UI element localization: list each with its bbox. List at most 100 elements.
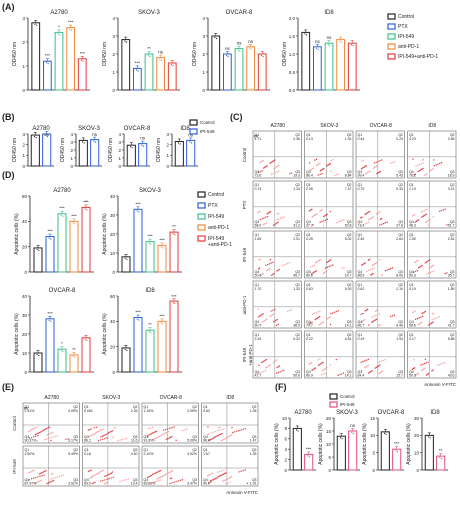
quadrant-value-q3: 35.7 [448, 274, 455, 278]
bar [57, 213, 67, 273]
legend-label: PTX [398, 24, 408, 30]
flow-event [121, 480, 123, 482]
quadrant-id: Q2 [450, 133, 455, 137]
flow-event [112, 476, 115, 479]
flow-event [318, 163, 320, 165]
significance-label: *** [171, 294, 177, 299]
flow-event [287, 262, 289, 265]
quadrant-id: Q3 [450, 370, 455, 374]
quadrant-id: Q4 [255, 370, 260, 374]
flow-event [322, 361, 324, 364]
flow-event [52, 436, 54, 438]
flow-event [108, 473, 110, 476]
flow-event [420, 265, 422, 268]
flow-event [317, 311, 319, 313]
flow-event [217, 476, 219, 478]
flow-event [269, 210, 272, 213]
quadrant-value-q2: 5.49% [68, 452, 78, 456]
quadrant-id: Q4 [25, 435, 30, 439]
flow-event [285, 263, 287, 265]
flow-event [106, 474, 109, 476]
flow-event [414, 270, 417, 273]
quadrant-value-q2: 2.64 [396, 237, 403, 241]
quadrant-value-q4: 41.7 [255, 374, 262, 378]
flow-event [104, 434, 106, 436]
flow-event [221, 439, 224, 441]
data-point [190, 142, 193, 144]
chart-title: SKOV-3 [336, 410, 358, 416]
flow-event [380, 371, 383, 373]
flow-event [321, 168, 324, 171]
y-tick-label: 2 [166, 142, 169, 147]
quadrant-id: Q2 [295, 283, 300, 287]
quadrant-value-q4: 80.8 [306, 274, 313, 278]
flow-event [328, 260, 331, 262]
y-tick-label: 10 [110, 251, 116, 256]
legend-swatch [197, 213, 206, 220]
flow-event [90, 475, 93, 478]
quadrant-value-q2: 2.26 [131, 409, 138, 413]
significance-label: ns [315, 39, 321, 44]
flow-event [269, 267, 271, 270]
flow-event [429, 271, 432, 274]
flow-event [261, 321, 264, 323]
data-point [440, 458, 443, 460]
flow-event [153, 438, 156, 440]
y-tick-label: 0 [112, 88, 115, 93]
flow-event [271, 314, 273, 316]
flow-event [209, 439, 212, 441]
flow-event [341, 373, 343, 375]
flow-event [422, 210, 424, 212]
flow-event [390, 267, 392, 270]
quadrant-id: Q4 [306, 220, 311, 224]
quadrant-value-q1: 1.57 [203, 452, 210, 456]
data-point [239, 50, 241, 52]
data-point [60, 214, 62, 216]
flow-event [223, 479, 225, 482]
flow-event [369, 269, 372, 271]
flow-event [363, 262, 365, 265]
flow-event [370, 370, 372, 373]
flow-event [422, 315, 424, 318]
flow-event [270, 262, 272, 264]
flow-event [321, 321, 324, 324]
flow-event [326, 213, 328, 216]
flow-event [221, 470, 223, 472]
data-point [74, 356, 76, 358]
data-point [341, 438, 343, 440]
y-tick-label: 1.0 [289, 52, 296, 57]
data-point [93, 140, 95, 142]
bar [301, 31, 311, 91]
flow-event [320, 209, 322, 212]
flow-event [374, 367, 376, 369]
flow-event [329, 259, 332, 261]
flow-event [367, 358, 370, 361]
y-tick-label: 1 [112, 70, 115, 75]
y-tick-label: 1 [118, 156, 121, 161]
quadrant-id: Q1 [306, 233, 311, 237]
flow-event [275, 166, 277, 168]
y-tick-label: 20 [22, 332, 28, 337]
flow-event [371, 268, 374, 270]
flow-event [415, 165, 417, 167]
flow-event [324, 219, 327, 221]
flow-event [90, 428, 92, 430]
quadrant-id: Q3 [133, 478, 138, 482]
quadrant-id: Q4 [409, 220, 414, 224]
flow-event [373, 263, 376, 265]
flow-event [332, 159, 334, 161]
flow-event [379, 218, 382, 221]
quadrant-value-q3: 52.8 [345, 224, 352, 228]
quadrant-id: Q1 [203, 405, 208, 409]
flow-event [39, 475, 41, 477]
flow-event [47, 482, 50, 484]
y-tick-label: 60 [110, 294, 116, 299]
flow-event [308, 210, 311, 212]
flow-event [379, 324, 381, 326]
flow-event [262, 159, 264, 162]
quadrant-value-q3: 43.6 [448, 374, 455, 378]
flow-event [268, 268, 270, 270]
flow-event [152, 438, 154, 441]
flow-event [258, 259, 260, 261]
quadrant-value-q2: 3.21 [448, 187, 455, 191]
